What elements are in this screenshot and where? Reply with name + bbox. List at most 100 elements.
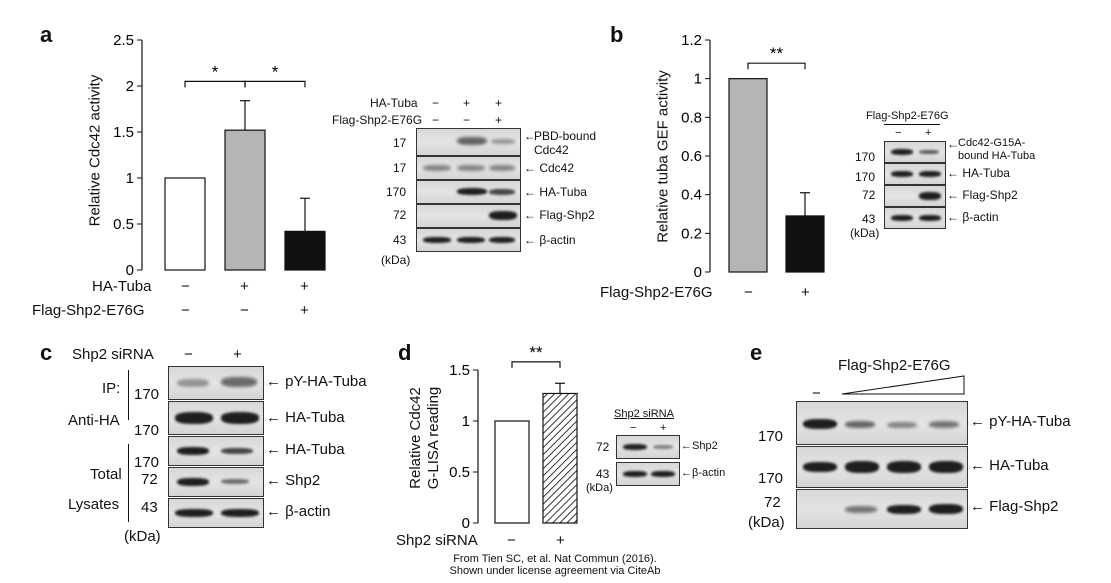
panel-b-label: b <box>610 22 624 47</box>
blot-d-h-v1: − <box>630 422 637 434</box>
panel-b-cond-name: Flag-Shp2-E76G <box>600 284 713 301</box>
blot-d-h-v2: + <box>660 422 667 434</box>
blot-b-h-v1: − <box>895 127 902 139</box>
panel-d-chart: 0 0.5 1 1.5 ** <box>449 345 578 530</box>
panel-c-bracket-total <box>128 444 129 522</box>
blot-b-unit: (kDa) <box>850 226 880 240</box>
footer-line-2: Shown under license agreement via CiteAb <box>449 565 661 577</box>
blot-d-mw-1: 72 <box>596 440 610 454</box>
panel-a-sig-label-1: * <box>212 62 219 81</box>
panel-a-cond-2-v3: + <box>300 302 309 319</box>
blot-b-strip-4 <box>884 207 946 229</box>
panel-d-sig-label-1: ** <box>529 345 543 362</box>
blot-a-h2-v3: + <box>495 113 503 127</box>
footer-citation: From Tien SC, et al. Nat Commun (2016). … <box>405 553 705 577</box>
panel-b-cond-v2: + <box>801 284 810 301</box>
blot-d-header: Shp2 siRNA <box>614 408 674 420</box>
panel-b-chart: 0 0.2 0.4 0.6 0.8 1 1.2 ** <box>681 32 825 280</box>
blot-e-mw-1: 170 <box>758 428 784 445</box>
blot-a-mw-4: 72 <box>393 208 407 222</box>
panel-e-label: e <box>750 340 763 365</box>
panel-b-sig-bracket-1 <box>747 62 806 70</box>
blot-b-strip-3 <box>884 185 946 207</box>
blot-a-label-2: Cdc42 <box>539 161 575 175</box>
panel-b-ytick-label-4: 0.8 <box>681 109 702 126</box>
blot-a-h1-v3: + <box>495 96 503 110</box>
blot-c-strip-1 <box>168 366 264 400</box>
blot-e-strip-2 <box>796 446 968 488</box>
blot-a-strip-3 <box>416 180 521 204</box>
blot-e-label-3: Flag-Shp2 <box>989 498 1059 515</box>
panel-b-bar-2 <box>785 215 825 273</box>
panel-b-ytick-label-5: 1 <box>694 71 702 88</box>
blot-c-strip-3 <box>168 436 264 466</box>
blot-c-mw-1: 170 <box>134 386 160 403</box>
panel-d-cond-name: Shp2 siRNA <box>396 532 478 549</box>
panel-c-header-v1: − <box>184 346 193 363</box>
panel-a-ytick-label-4: 2 <box>126 78 134 95</box>
panel-d-cond-v1: − <box>507 532 516 549</box>
blot-d-label-1: Shp2 <box>692 440 718 452</box>
panel-a-label: a <box>40 22 53 47</box>
panel-d-ytick-label-0: 0 <box>462 515 470 530</box>
blot-b-mw-3: 72 <box>862 188 876 202</box>
blot-b-strip-2 <box>884 163 946 185</box>
blot-e-strip-1 <box>796 401 968 445</box>
panel-d-sig-bracket-1 <box>511 361 561 368</box>
blot-c-label-1: pY-HA-Tuba <box>285 373 367 390</box>
blot-e-label-2: HA-Tuba <box>989 457 1049 474</box>
blot-e-label-1: pY-HA-Tuba <box>989 413 1071 430</box>
panel-b-ytick-label-3: 0.6 <box>681 148 702 165</box>
panel-e-header-name: Flag-Shp2-E76G <box>838 357 951 374</box>
panel-c-group-total2: Lysates <box>68 496 120 513</box>
panel-a-sig-label-2: * <box>272 62 279 81</box>
footer-line-1: From Tien SC, et al. Nat Commun (2016). <box>453 553 657 565</box>
panel-b-ytick-label-1: 0.2 <box>681 225 702 242</box>
blot-b-label-2: HA-Tuba <box>962 166 1010 180</box>
blot-c-mw-3: 170 <box>134 454 160 471</box>
panel-a-ytick-label-5: 2.5 <box>113 32 134 49</box>
blot-c-strip-5 <box>168 498 264 528</box>
blot-b-header: Flag-Shp2-E76G <box>866 110 949 122</box>
blot-b-mw-1: 170 <box>855 150 876 164</box>
panel-c-group-total: Total <box>90 466 122 483</box>
blot-d-unit: (kDa) <box>586 482 613 494</box>
blot-c-label-4: Shp2 <box>285 472 321 489</box>
panel-a-cond-1-v1: − <box>181 278 190 295</box>
blot-c-label-5: β-actin <box>285 503 331 520</box>
panel-a-ytick-label-1: 0.5 <box>113 216 134 233</box>
blot-c-label-3: HA-Tuba <box>285 441 345 458</box>
panel-d-ytick-label-1: 0.5 <box>449 464 470 481</box>
panel-d-bar-1 <box>494 420 530 524</box>
panel-b-cond-v1: − <box>744 284 753 301</box>
blot-a-label-1: PBD-bound Cdc42 <box>534 129 597 157</box>
panel-a-bar-2 <box>224 129 266 271</box>
blot-b-label-3: Flag-Shp2 <box>962 188 1018 202</box>
blot-c-mw-2: 170 <box>134 422 160 439</box>
blot-c-strip-2 <box>168 401 264 435</box>
blot-e-unit: (kDa) <box>748 514 785 531</box>
blot-d-strip-1 <box>616 435 680 459</box>
blot-a-label-3: HA-Tuba <box>539 185 587 199</box>
blot-c-strip-4 <box>168 467 264 497</box>
blot-a-strip-2 <box>416 156 521 180</box>
blot-c-mw-4: 72 <box>141 471 158 488</box>
blot-e-mw-2: 170 <box>758 470 784 487</box>
blot-a-mw-5: 43 <box>393 233 407 247</box>
panel-a-cond-2-name: Flag-Shp2-E76G <box>32 302 145 319</box>
blot-c-unit: (kDa) <box>124 528 161 545</box>
panel-c-bracket-ip <box>128 370 129 420</box>
blot-e-strip-3 <box>796 489 968 529</box>
panel-b-sig-label-1: ** <box>770 44 784 63</box>
blot-a-strip-4 <box>416 204 521 228</box>
panel-b-ytick-label-6: 1.2 <box>681 32 702 49</box>
panel-d-label: d <box>398 340 412 365</box>
panel-b-ylabel: Relative tuba GEF activity <box>654 70 672 243</box>
blot-e-mw-3: 72 <box>764 494 781 511</box>
blot-a-h1-v1: − <box>432 96 440 110</box>
panel-c-group-ip: IP: <box>102 380 121 397</box>
panel-a-cond-1-v2: + <box>240 278 249 295</box>
panel-b-ytick-label-0: 0 <box>694 264 702 280</box>
panel-d-cond-v2: + <box>556 532 565 549</box>
blot-a-header-2: Flag-Shp2-E76G <box>332 113 423 127</box>
